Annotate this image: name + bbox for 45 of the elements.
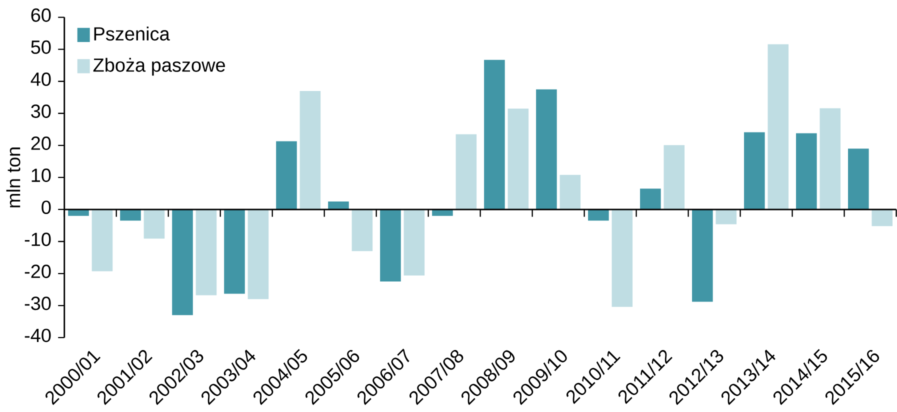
bar (768, 44, 789, 210)
bar (248, 209, 269, 299)
bar (172, 209, 193, 315)
bar (664, 144, 685, 210)
y-tick-label: -40 (24, 328, 51, 342)
y-tick-label: -20 (24, 264, 51, 278)
legend-label: Pszenica (94, 26, 170, 40)
bar (560, 174, 581, 210)
bar (872, 209, 893, 226)
bar (744, 132, 765, 210)
bar (588, 209, 609, 220)
bar (508, 108, 529, 210)
bar (120, 209, 141, 220)
bar (404, 209, 425, 276)
bar (352, 209, 373, 251)
bar (276, 141, 297, 210)
bar (456, 134, 477, 210)
bar (640, 188, 661, 210)
y-tick-label: 10 (32, 168, 51, 182)
bar (196, 209, 217, 296)
y-tick-label: 40 (30, 72, 51, 86)
y-tick-label: 20 (31, 136, 51, 150)
y-tick-label: -10 (24, 232, 51, 246)
bar (300, 90, 321, 210)
bar (848, 148, 869, 210)
bar (144, 209, 165, 238)
bar (484, 60, 505, 210)
y-axis-title: mln ton (6, 147, 20, 208)
bar (432, 209, 453, 216)
bar (380, 209, 401, 282)
bar (68, 209, 89, 216)
y-tick-label: 60 (31, 8, 51, 22)
y-tick-label: -30 (24, 296, 51, 310)
y-tick-label: 30 (31, 104, 51, 118)
bar (820, 108, 841, 210)
bar (692, 209, 713, 302)
y-tick-label: 50 (31, 40, 51, 54)
bar (716, 209, 737, 224)
bar (796, 133, 817, 210)
y-tick-label: 0 (42, 200, 51, 214)
bar (612, 209, 633, 307)
bar (92, 209, 113, 272)
bar (224, 209, 245, 294)
bar (536, 89, 557, 210)
legend-label: Zboża paszowe (93, 58, 225, 76)
